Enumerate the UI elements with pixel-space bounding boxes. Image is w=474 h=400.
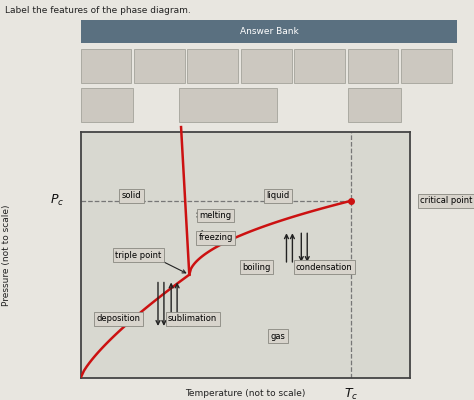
Text: boiling: boiling [243, 263, 271, 272]
FancyBboxPatch shape [81, 88, 133, 122]
Text: deposition: deposition [97, 314, 140, 324]
Text: Answer Bank: Answer Bank [240, 27, 298, 36]
FancyBboxPatch shape [134, 49, 185, 82]
Text: Label the features of the phase diagram.: Label the features of the phase diagram. [5, 6, 191, 15]
FancyBboxPatch shape [348, 88, 401, 122]
Text: Pressure (not to scale): Pressure (not to scale) [2, 204, 11, 306]
Text: melting: melting [200, 211, 232, 220]
Text: condensation: condensation [296, 263, 353, 272]
FancyBboxPatch shape [81, 20, 457, 43]
FancyBboxPatch shape [347, 49, 398, 82]
Text: sublimation: sublimation [168, 314, 217, 324]
Text: gas: gas [271, 332, 286, 341]
Text: critical point: critical point [420, 196, 472, 205]
Text: $P_c$: $P_c$ [50, 193, 64, 208]
Text: Temperature (not to scale): Temperature (not to scale) [185, 389, 305, 398]
Text: $T_c$: $T_c$ [344, 387, 358, 400]
Text: liquid: liquid [266, 192, 290, 200]
Text: freezing: freezing [199, 233, 233, 242]
FancyBboxPatch shape [81, 49, 131, 82]
FancyBboxPatch shape [294, 49, 345, 82]
FancyBboxPatch shape [401, 49, 452, 82]
FancyBboxPatch shape [179, 88, 276, 122]
FancyBboxPatch shape [187, 49, 238, 82]
Text: solid: solid [122, 192, 141, 200]
Text: triple point: triple point [115, 250, 161, 260]
FancyBboxPatch shape [241, 49, 292, 82]
